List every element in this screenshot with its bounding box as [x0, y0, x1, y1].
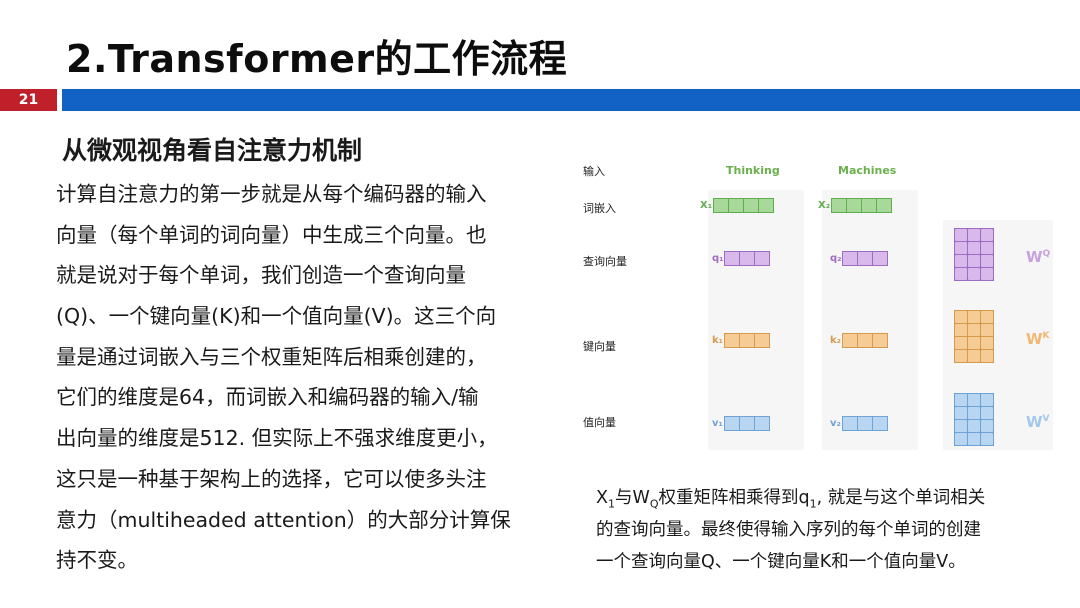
- matrix-cell: [955, 433, 967, 445]
- body-line: 量是通过词嵌入与三个权重矩阵后相乘创建的，: [56, 344, 487, 369]
- body-line: (Q)、一个键向量(K)和一个值向量(V)。这三个向: [56, 304, 497, 329]
- matrix-cell: [981, 311, 993, 323]
- key-vector-k1: [724, 333, 770, 348]
- column-header-machines: Machines: [838, 164, 897, 177]
- symbol-k1: k₁: [712, 335, 724, 346]
- weight-label-wv: WV: [1026, 413, 1050, 431]
- weight-label-wq: WQ: [1026, 248, 1051, 266]
- matrix-cell: [955, 407, 967, 419]
- weight-label-wk: WK: [1026, 330, 1050, 348]
- matrix-cell: [968, 229, 980, 241]
- matrix-cell: [955, 350, 967, 362]
- body-paragraph: 计算自注意力的第一步就是从每个编码器的输入 向量（每个单词的词向量）中生成三个向…: [56, 174, 536, 581]
- symbol-v2: v₂: [830, 418, 841, 429]
- matrix-cell: [981, 268, 993, 280]
- caption-line: 的查询向量。最终使得输入序列的每个单词的创建: [596, 520, 981, 540]
- weight-matrix-wv: [954, 393, 994, 446]
- matrix-cell: [981, 394, 993, 406]
- matrix-cell: [981, 433, 993, 445]
- symbol-q2: q₂: [830, 253, 842, 264]
- matrix-cell: [968, 394, 980, 406]
- matrix-cell: [981, 420, 993, 432]
- section-subtitle: 从微观视角看自注意力机制: [62, 136, 363, 165]
- column-shade: [708, 190, 804, 450]
- row-label-value: 值向量: [583, 416, 616, 429]
- row-label-key: 键向量: [583, 340, 616, 353]
- matrix-cell: [968, 407, 980, 419]
- row-label-input: 输入: [583, 165, 605, 178]
- header-bar: [62, 89, 1080, 111]
- symbol-x2: X₂: [818, 200, 831, 211]
- matrix-cell: [981, 350, 993, 362]
- matrix-cell: [981, 242, 993, 254]
- column-header-thinking: Thinking: [726, 164, 780, 177]
- matrix-cell: [955, 268, 967, 280]
- matrix-cell: [955, 324, 967, 336]
- matrix-cell: [955, 394, 967, 406]
- matrix-cell: [968, 268, 980, 280]
- matrix-cell: [968, 433, 980, 445]
- symbol-q1: q₁: [712, 253, 724, 264]
- matrix-cell: [955, 229, 967, 241]
- matrix-cell: [968, 337, 980, 349]
- body-line: 计算自注意力的第一步就是从每个编码器的输入: [56, 182, 487, 206]
- caption-line: X1与WQ权重矩阵相乘得到q1, 就是与这个单词相关: [596, 488, 986, 511]
- body-line: 出向量的维度是512. 但实际上不强求维度更小，: [56, 426, 498, 451]
- body-line: 意力（multiheaded attention）的大部分计算保: [56, 507, 511, 532]
- matrix-cell: [968, 311, 980, 323]
- value-vector-v2: [842, 416, 888, 431]
- matrix-cell: [955, 337, 967, 349]
- matrix-cell: [955, 242, 967, 254]
- value-vector-v1: [724, 416, 770, 431]
- column-shade: [822, 190, 918, 450]
- matrix-cell: [968, 350, 980, 362]
- row-label-query: 查询向量: [583, 255, 627, 268]
- matrix-cell: [981, 407, 993, 419]
- matrix-cell: [968, 324, 980, 336]
- symbol-x1: X₁: [700, 200, 713, 211]
- matrix-cell: [981, 229, 993, 241]
- caption-line: 一个查询向量Q、一个键向量K和一个值向量V。: [596, 552, 966, 572]
- matrix-cell: [968, 242, 980, 254]
- body-line: 持不变。: [56, 548, 138, 573]
- symbol-v1: v₁: [712, 418, 723, 429]
- matrix-cell: [981, 337, 993, 349]
- key-vector-k2: [842, 333, 888, 348]
- slide-title: 2.Transformer的工作流程: [66, 37, 568, 81]
- body-line: 这只是一种基于架构上的选择，它可以使多头注: [56, 466, 487, 491]
- body-line: 它们的维度是64，而词嵌入和编码器的输入/输: [56, 385, 479, 410]
- page-number-badge: 21: [0, 89, 57, 111]
- matrix-cell: [955, 255, 967, 267]
- symbol-k2: k₂: [830, 335, 842, 346]
- figure-caption: X1与WQ权重矩阵相乘得到q1, 就是与这个单词相关 的查询向量。最终使得输入序…: [596, 482, 1066, 578]
- embedding-vector-x2: [831, 198, 892, 213]
- matrix-cell: [981, 324, 993, 336]
- matrix-cell: [955, 311, 967, 323]
- weight-matrix-wq: [954, 228, 994, 281]
- matrix-cell: [981, 255, 993, 267]
- body-line: 向量（每个单词的词向量）中生成三个向量。也: [56, 222, 487, 247]
- row-label-embedding: 词嵌入: [583, 202, 616, 215]
- matrix-cell: [968, 255, 980, 267]
- query-vector-q2: [842, 251, 888, 266]
- body-line: 就是说对于每个单词，我们创造一个查询向量: [56, 263, 466, 288]
- matrix-cell: [968, 420, 980, 432]
- matrix-cell: [955, 420, 967, 432]
- query-vector-q1: [724, 251, 770, 266]
- weight-matrix-wk: [954, 310, 994, 363]
- embedding-vector-x1: [713, 198, 774, 213]
- qkv-diagram: 输入 词嵌入 查询向量 键向量 值向量 Thinking Machines X₁…: [560, 150, 1070, 480]
